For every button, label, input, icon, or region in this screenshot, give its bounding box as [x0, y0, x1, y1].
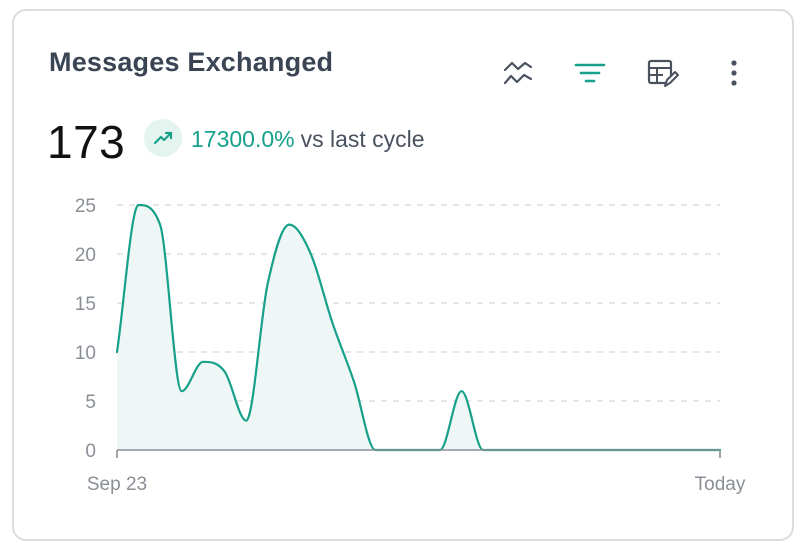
data-point	[114, 349, 120, 355]
data-point	[695, 447, 701, 453]
data-point	[545, 447, 551, 453]
data-point	[286, 222, 292, 228]
data-point	[588, 447, 594, 453]
data-point	[372, 447, 378, 453]
compare-icon	[503, 61, 533, 85]
trending-up-icon	[153, 131, 173, 145]
data-point	[136, 202, 142, 208]
series-area	[117, 205, 720, 450]
data-point	[502, 447, 508, 453]
data-point	[394, 447, 400, 453]
data-point	[351, 378, 357, 384]
data-point	[222, 369, 228, 375]
x-tick-label-end: Today	[695, 474, 746, 495]
data-point	[609, 447, 615, 453]
data-point	[523, 447, 529, 453]
table-edit-button[interactable]	[642, 53, 682, 93]
trend-badge	[144, 119, 182, 157]
data-point	[157, 222, 163, 228]
y-tick-label: 15	[75, 294, 96, 315]
compare-button[interactable]	[498, 53, 538, 93]
x-tick-label-start: Sep 23	[87, 474, 147, 495]
filter-button[interactable]	[570, 53, 610, 93]
data-point	[329, 320, 335, 326]
data-point	[179, 388, 185, 394]
data-point	[265, 280, 271, 286]
data-point	[243, 418, 249, 424]
total-value: 173	[47, 116, 126, 168]
table-edit-icon	[647, 59, 679, 87]
more-options-button[interactable]	[714, 53, 754, 93]
data-point	[200, 359, 206, 365]
data-point	[717, 447, 723, 453]
filter-icon	[574, 63, 606, 83]
data-point	[674, 447, 680, 453]
trend-suffix: vs last cycle	[300, 126, 425, 152]
y-tick-label: 20	[75, 245, 96, 266]
trend-percent: 17300.0%	[191, 126, 295, 152]
data-point	[652, 447, 658, 453]
card-title: Messages Exchanged	[49, 47, 334, 77]
data-point	[308, 251, 314, 257]
data-point	[480, 447, 486, 453]
data-point	[566, 447, 572, 453]
data-point	[416, 447, 422, 453]
data-point	[437, 447, 443, 453]
y-tick-label: 0	[85, 441, 96, 462]
trend-text: 17300.0% vs last cycle	[191, 126, 425, 153]
more-vertical-icon	[731, 60, 737, 86]
data-point	[631, 447, 637, 453]
y-tick-label: 5	[85, 392, 96, 413]
chart-axes: 0 5 10 15 20 25 Sep 23 Today	[75, 196, 746, 495]
data-point	[459, 388, 465, 394]
y-tick-label: 10	[75, 343, 96, 364]
y-tick-label: 25	[75, 196, 96, 217]
